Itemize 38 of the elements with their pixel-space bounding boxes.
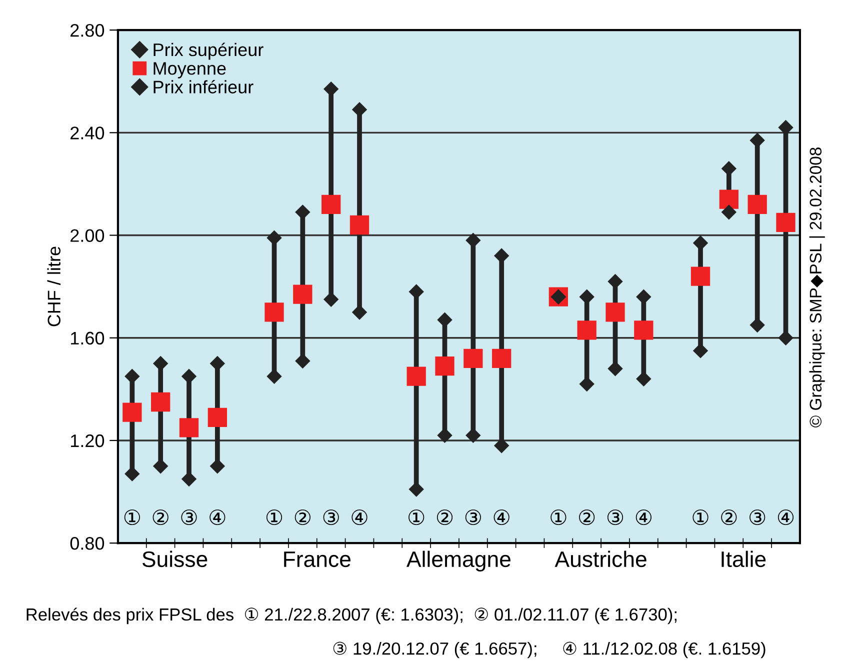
text: ③ 19./20.12.07 (€ 1.6657); ④ 11./12.02.08 (€. 1.6159) — [333, 642, 766, 658]
text: © Graphique: SMP◆PSL | 29.02.2008 — [809, 148, 825, 428]
x-tick-label: ① — [266, 509, 282, 526]
y-tick-label: 1.60 — [71, 332, 104, 345]
y-tick-label: 2.40 — [70, 126, 104, 140]
x-tick-label: ② — [579, 509, 595, 526]
legend-label: Moyenne — [154, 62, 226, 78]
text: Suisse — [142, 550, 208, 568]
y-tick-label: 2.80 — [70, 24, 104, 37]
x-tick-label: ② — [721, 509, 737, 526]
x-tick-label: ① — [124, 509, 140, 526]
x-tick-label: ① — [408, 509, 424, 526]
text: Italie — [722, 550, 766, 568]
text: France — [284, 552, 350, 568]
y-tick-label: 1.20 — [71, 434, 104, 448]
text: Austriche — [554, 550, 646, 568]
x-tick-label: ② — [436, 509, 453, 526]
x-tick-label: ③ — [323, 509, 339, 526]
legend-label: Prix inférieur — [154, 80, 254, 94]
x-tick-label: ① — [550, 509, 566, 526]
y-tick-label: 0.80 — [70, 537, 104, 550]
x-tick-label: ③ — [465, 509, 481, 526]
x-tick-label: ④ — [636, 509, 652, 526]
x-tick-label: ③ — [750, 509, 766, 526]
text: Allemagne — [406, 550, 510, 572]
y-tick-label: 2.00 — [70, 229, 104, 242]
x-tick-label: ② — [152, 509, 168, 526]
x-tick-label: ① — [692, 509, 708, 526]
text: Relevés des prix FPSL des ① 21./22.8.2007 (€: 1.6303); ② 01./02.11.07 (€ 1.6730); — [26, 608, 676, 624]
x-tick-label: ② — [294, 509, 310, 526]
y-axis-title: CHF / litre — [47, 246, 61, 326]
x-tick-label: ④ — [210, 509, 226, 526]
x-tick-label: ③ — [181, 509, 197, 526]
x-tick-label: ④ — [778, 509, 794, 526]
legend-label: Prix supérieur — [154, 42, 264, 60]
x-tick-label: ④ — [494, 509, 510, 526]
x-tick-label: ④ — [352, 509, 368, 526]
x-tick-label: ③ — [607, 509, 624, 526]
